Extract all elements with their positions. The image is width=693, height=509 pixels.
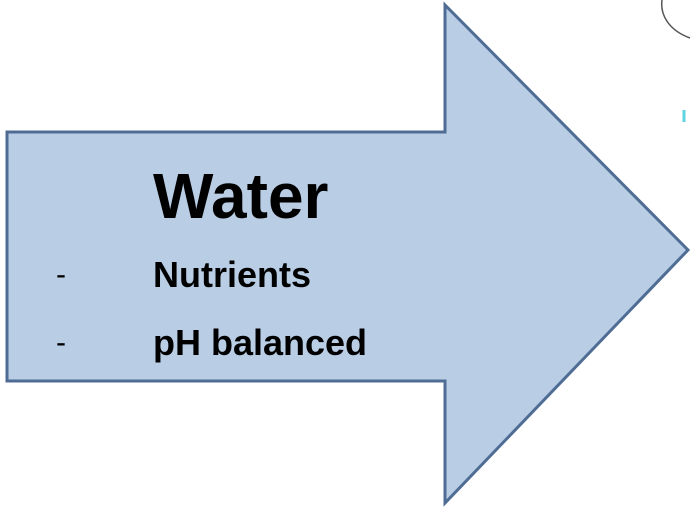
bullet-text: pH balanced	[153, 322, 367, 363]
arrow-shape	[5, 1, 691, 507]
bullet-marker: -	[56, 326, 66, 359]
background-sketch	[660, 0, 691, 39]
bullet-text: Nutrients	[153, 254, 311, 295]
arrow-title: Water	[153, 160, 328, 232]
bullet-marker: -	[56, 258, 66, 291]
